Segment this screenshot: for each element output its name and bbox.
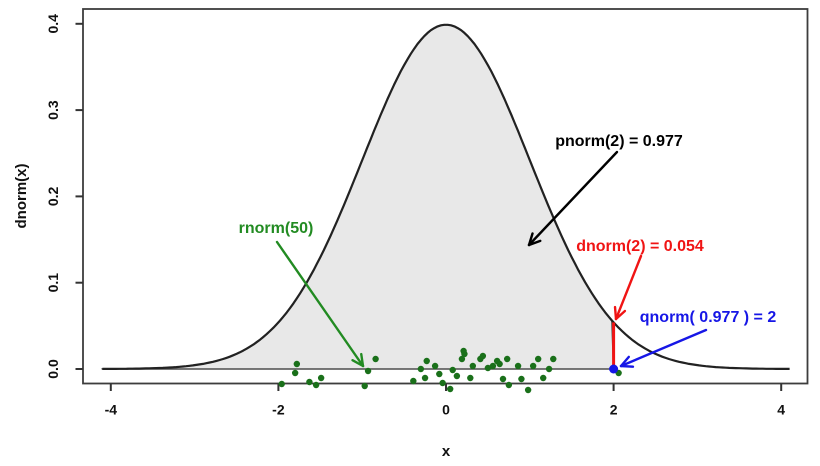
sample-point	[529, 362, 537, 370]
sample-point	[479, 352, 487, 360]
sample-point	[306, 378, 313, 386]
pnorm-arrow	[527, 150, 619, 247]
sample-points	[278, 347, 622, 394]
sample-point	[534, 355, 542, 363]
sample-point	[449, 366, 456, 374]
dnorm-arrow-line	[614, 254, 643, 321]
sample-point	[423, 357, 430, 365]
x-tick-label: -4	[105, 402, 118, 418]
rnorm-arrow	[275, 240, 365, 368]
x-tick-label: 0	[442, 402, 450, 418]
qnorm-arrow-line	[619, 364, 635, 368]
y-tick-label: 0.2	[45, 186, 61, 206]
sample-point	[503, 355, 511, 363]
sample-point	[421, 374, 429, 382]
qnorm-arrow	[619, 328, 708, 368]
sample-point	[458, 355, 466, 363]
sample-point	[514, 362, 522, 370]
sample-point	[364, 367, 372, 375]
sample-point	[291, 369, 299, 377]
y-axis-title: dnorm(x)	[13, 164, 30, 229]
y-tick-label: 0.0	[45, 359, 61, 379]
qnorm-arrow-line	[619, 355, 631, 368]
rnorm-arrow-line	[275, 240, 365, 368]
rnorm-arrow-line	[360, 352, 365, 368]
annotation-qnorm-label: qnorm( 0.977 ) = 2	[640, 309, 777, 326]
x-tick-label: 4	[777, 402, 785, 418]
sample-point	[467, 374, 474, 382]
annotation-rnorm-label: rnorm(50)	[239, 220, 314, 237]
sample-point	[489, 362, 497, 370]
sample-point	[446, 385, 454, 393]
x-tick-label: 2	[610, 402, 618, 418]
sample-point	[410, 377, 417, 385]
sample-point	[361, 382, 368, 390]
x-tick-label: -2	[272, 402, 285, 418]
sample-point	[469, 362, 477, 370]
y-tick-label: 0.4	[45, 14, 61, 34]
sample-point	[496, 360, 503, 368]
sample-point	[453, 372, 461, 380]
sample-point	[317, 374, 325, 382]
sample-point	[505, 381, 513, 389]
sample-point	[436, 370, 443, 378]
pnorm-arrow-line	[527, 239, 542, 247]
sample-point	[431, 362, 439, 370]
qnorm-axis-point	[609, 364, 619, 374]
density-curve	[102, 23, 790, 370]
sample-point	[524, 386, 532, 394]
annotation-dnorm-label: dnorm(2) = 0.054	[576, 238, 704, 255]
x-axis-title: x	[442, 443, 451, 460]
rnorm-arrow-line	[351, 359, 365, 368]
shaded-area-under-curve	[101, 24, 615, 370]
dnorm-arrow-line	[614, 309, 627, 321]
y-tick-label: 0.3	[45, 100, 61, 120]
sample-point	[293, 360, 301, 368]
sample-point	[278, 380, 285, 388]
sample-point	[461, 350, 468, 358]
sample-point	[372, 355, 379, 363]
sample-point	[550, 355, 557, 363]
pnorm-arrow-line	[527, 232, 534, 247]
sample-point	[417, 365, 425, 373]
y-tick-label: 0.1	[45, 273, 61, 293]
pnorm-arrow-line	[527, 150, 619, 247]
sample-point	[499, 375, 507, 383]
sample-point	[545, 365, 553, 373]
qnorm-arrow-line	[619, 328, 708, 368]
sample-point	[312, 381, 320, 389]
annotation-pnorm-label: pnorm(2) = 0.977	[555, 133, 683, 150]
dnorm-arrow-line	[613, 305, 618, 321]
sample-point	[439, 379, 446, 387]
dnorm-curve	[102, 23, 790, 370]
sample-point	[518, 375, 525, 383]
dnorm-arrow	[613, 254, 643, 321]
sample-point	[540, 374, 547, 382]
pnorm-shaded-region	[101, 24, 615, 370]
sample-point	[484, 364, 492, 372]
annotation-arrows	[275, 150, 708, 368]
